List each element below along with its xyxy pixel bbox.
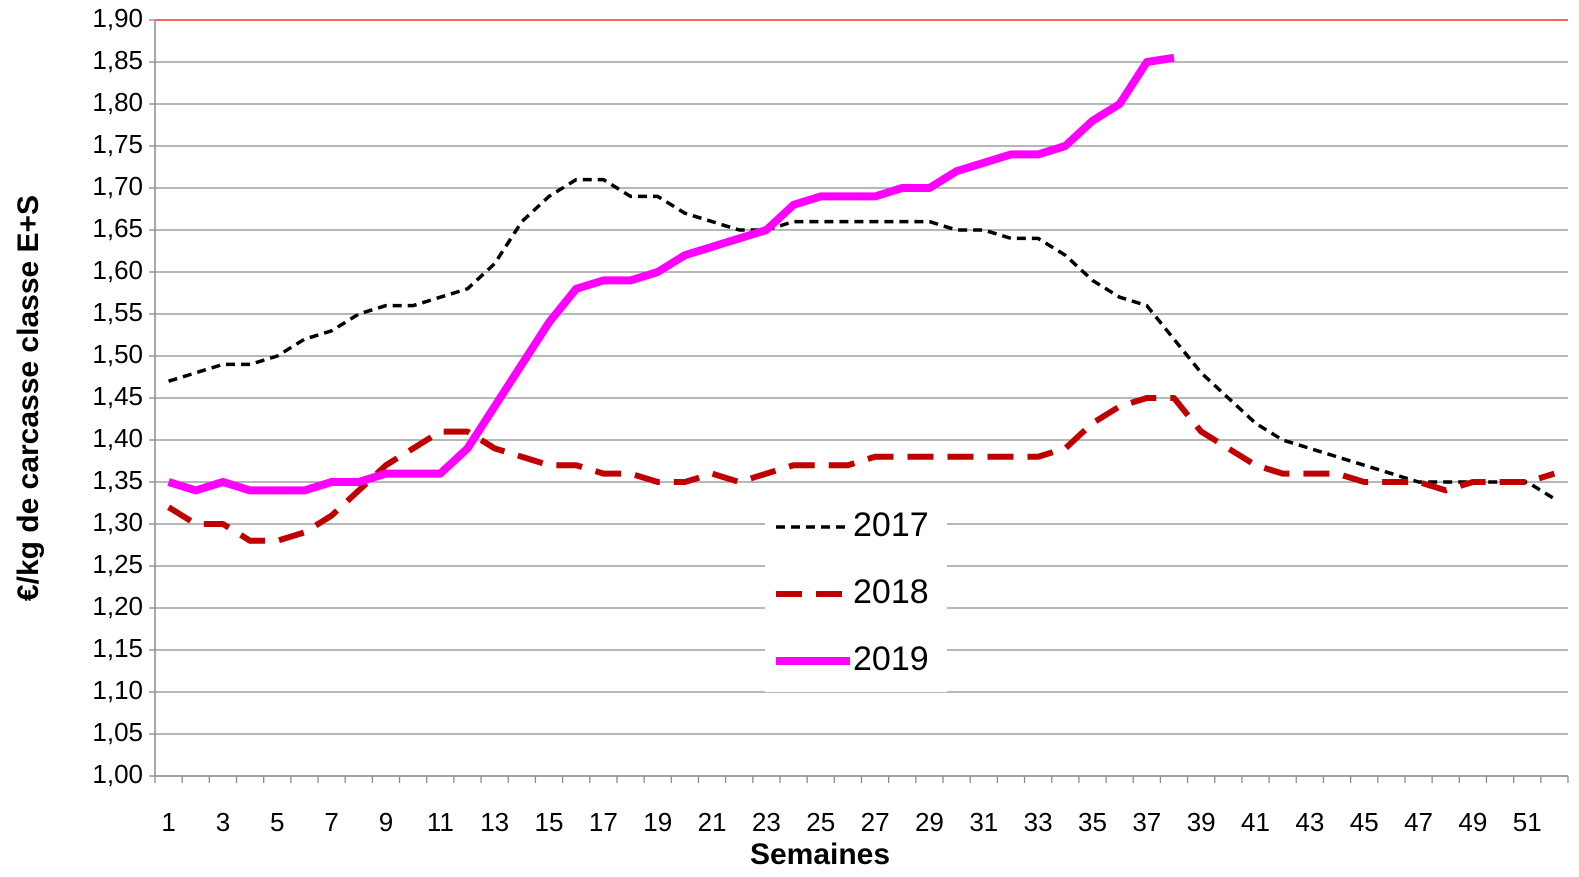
x-tick-label: 25 <box>806 807 835 837</box>
x-tick-label: 51 <box>1513 807 1542 837</box>
x-tick-label: 9 <box>379 807 393 837</box>
line-series <box>167 53 1175 495</box>
legend-label: 2018 <box>853 573 929 611</box>
y-axis-label: €/kg de carcasse classe E+S <box>12 195 45 601</box>
y-tick-label: 1,70 <box>92 171 143 201</box>
x-axis-label: Semaines <box>750 838 890 871</box>
y-tick-label: 1,00 <box>92 759 143 789</box>
x-tick-label: 29 <box>915 807 944 837</box>
x-tick-label: 47 <box>1404 807 1433 837</box>
y-tick-label: 1,90 <box>92 3 143 33</box>
x-tick-label: 21 <box>698 807 727 837</box>
y-tick-label: 1,45 <box>92 381 143 411</box>
x-tick-label: 39 <box>1187 807 1216 837</box>
x-tick-label: 27 <box>861 807 890 837</box>
y-tick-label: 1,15 <box>92 633 143 663</box>
y-tick-label: 1,85 <box>92 45 143 75</box>
y-tick-label: 1,80 <box>92 87 143 117</box>
x-tick-label: 49 <box>1458 807 1487 837</box>
x-tick-label: 31 <box>969 807 998 837</box>
x-tick-label: 1 <box>161 807 175 837</box>
y-tick-label: 1,35 <box>92 465 143 495</box>
x-tick-label: 11 <box>427 807 454 837</box>
legend-label: 2019 <box>853 640 929 678</box>
line-series <box>168 177 1556 501</box>
line-series <box>167 395 1556 544</box>
x-tick-label: 35 <box>1078 807 1107 837</box>
x-tick-label: 5 <box>270 807 284 837</box>
x-tick-label: 43 <box>1295 807 1324 837</box>
y-tick-label: 1,65 <box>92 213 143 243</box>
x-tick-label: 15 <box>535 807 564 837</box>
y-tick-label: 1,25 <box>92 549 143 579</box>
y-tick-label: 1,55 <box>92 297 143 327</box>
y-tick-label: 1,60 <box>92 255 143 285</box>
y-tick-label: 1,30 <box>92 507 143 537</box>
y-tick-label: 1,05 <box>92 717 143 747</box>
x-tick-label: 45 <box>1350 807 1379 837</box>
x-tick-label: 17 <box>589 807 618 837</box>
x-tick-label: 19 <box>643 807 672 837</box>
legend-label: 2017 <box>853 506 929 544</box>
x-tick-label: 33 <box>1024 807 1053 837</box>
x-tick-label: 37 <box>1132 807 1161 837</box>
y-tick-label: 1,75 <box>92 129 143 159</box>
x-tick-label: 3 <box>216 807 230 837</box>
x-tick-label: 7 <box>324 807 338 837</box>
x-tick-label: 13 <box>480 807 509 837</box>
x-tick-label: 23 <box>752 807 781 837</box>
y-tick-label: 1,50 <box>92 339 143 369</box>
y-tick-label: 1,10 <box>92 675 143 705</box>
y-tick-label: 1,20 <box>92 591 143 621</box>
x-tick-label: 41 <box>1241 807 1270 837</box>
y-tick-label: 1,40 <box>92 423 143 453</box>
